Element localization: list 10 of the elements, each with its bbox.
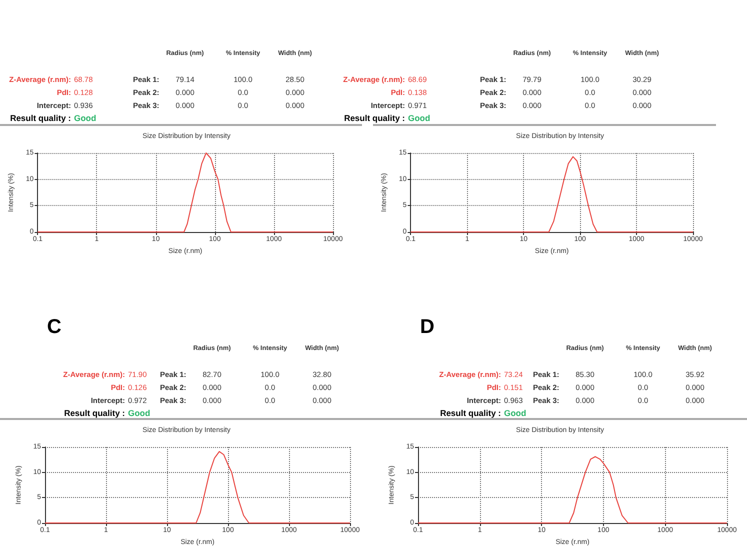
text: Good: [408, 113, 430, 123]
text: Result quality :: [344, 113, 405, 123]
text: D: [420, 316, 434, 339]
text: Good: [74, 113, 96, 123]
text: C: [47, 316, 62, 339]
text: Result quality :: [10, 113, 71, 123]
text: Result quality :: [64, 408, 125, 418]
text: Result quality :: [440, 408, 501, 418]
text: Good: [504, 408, 526, 418]
text: Good: [128, 408, 150, 418]
